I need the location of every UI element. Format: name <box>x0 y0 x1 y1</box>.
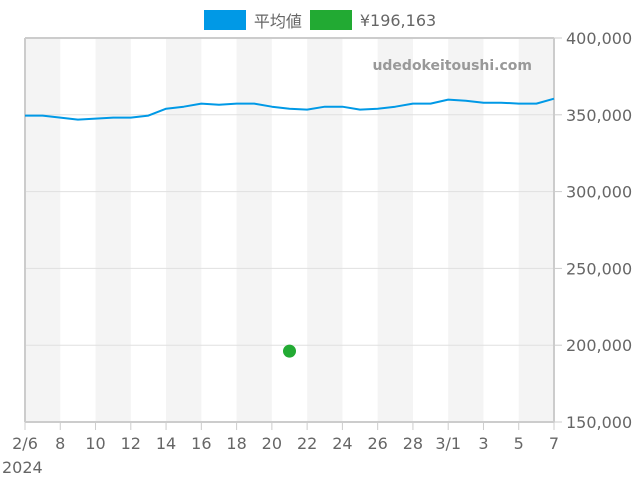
band <box>377 38 413 422</box>
legend-label-price: ¥196,163 <box>359 10 437 30</box>
x-tick-label: 26 <box>367 434 387 453</box>
legend-swatch-blue <box>203 10 246 30</box>
x-tick-label: 16 <box>191 434 211 453</box>
x-tick-label: 28 <box>403 434 423 453</box>
y-tick-label: 300,000 <box>566 183 632 202</box>
x-tick-label: 3/1 <box>435 434 461 453</box>
band <box>166 38 202 422</box>
x-tick-label: 10 <box>85 434 105 453</box>
y-tick-label: 400,000 <box>566 29 632 48</box>
x-tick-label: 18 <box>226 434 246 453</box>
band <box>95 38 131 422</box>
x-axis-ticks: 2/6 8 10 12 14 16 18 20 22 24 26 28 3/1 3 5 7 2024 <box>2 422 559 477</box>
x-tick-label: 14 <box>156 434 176 453</box>
legend-item-price[interactable]: ¥196,163 <box>309 10 437 30</box>
price-point[interactable] <box>283 344 296 358</box>
x-tick-label: 7 <box>549 434 559 453</box>
band <box>448 38 484 422</box>
series-layer <box>25 97 555 358</box>
band <box>25 38 61 422</box>
x-tick-label: 24 <box>332 434 352 453</box>
y-axis-ticks: 400,000 350,000 300,000 250,000 200,000 150,0… <box>554 29 632 432</box>
average-price-line[interactable] <box>25 97 555 121</box>
alternating-bands <box>25 38 554 422</box>
y-tick-label: 150,000 <box>566 413 632 432</box>
legend-swatch-green <box>309 10 352 30</box>
x-tick-label: 2/6 <box>12 434 38 453</box>
y-tick-label: 250,000 <box>566 259 632 278</box>
legend-label-average: 平均値 <box>253 12 302 31</box>
band <box>236 38 272 422</box>
y-tick-label: 350,000 <box>566 106 632 125</box>
x-year-label: 2024 <box>2 458 43 477</box>
watermark: udedokeitoushi.com <box>372 58 532 74</box>
x-tick-label: 22 <box>297 434 317 453</box>
x-tick-label: 8 <box>55 434 65 453</box>
x-tick-label: 20 <box>262 434 282 453</box>
y-tick-label: 200,000 <box>566 336 632 355</box>
x-tick-label: 3 <box>478 434 488 453</box>
band <box>307 38 343 422</box>
x-tick-label: 12 <box>121 434 141 453</box>
chart-legend: 平均値 ¥196,163 <box>0 8 640 32</box>
x-tick-label: 5 <box>514 434 524 453</box>
axes <box>24 37 555 423</box>
legend-item-average[interactable]: 平均値 <box>203 8 302 32</box>
band <box>518 38 554 422</box>
